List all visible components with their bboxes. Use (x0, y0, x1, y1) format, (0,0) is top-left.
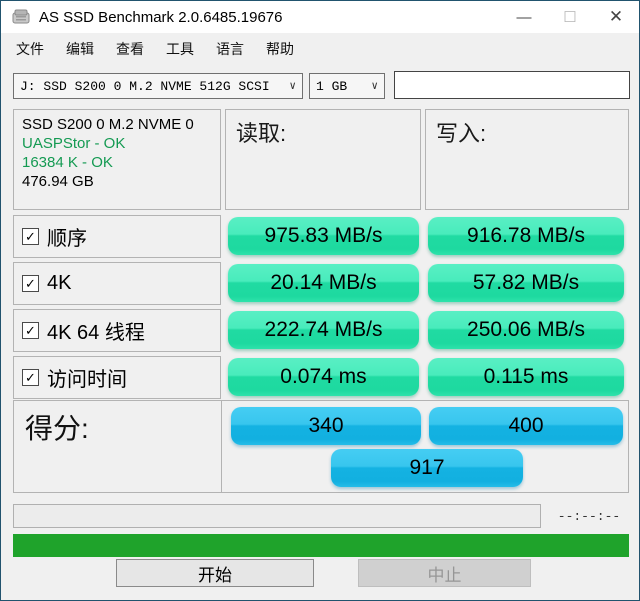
test-size-value: 1 GB (316, 78, 348, 94)
read-column-header: 读取: (225, 109, 421, 210)
title-bar: AS SSD Benchmark 2.0.6485.19676 — ☐ ✕ (1, 1, 639, 33)
checkbox-4k64[interactable]: ✓ (22, 322, 39, 339)
driver-status: UASPStor - OK (22, 135, 126, 152)
test-label-4k: 4K (47, 272, 72, 294)
start-button[interactable]: 开始 (116, 559, 314, 587)
test-size-select[interactable]: 1 GB ∨ (309, 73, 385, 99)
minimize-icon[interactable]: — (516, 8, 532, 26)
result-4k64-write: 250.06 MB/s (428, 311, 624, 349)
test-row-4k64: ✓ 4K 64 线程 (13, 309, 221, 352)
result-4k-write: 57.82 MB/s (428, 264, 624, 302)
result-seq-read: 975.83 MB/s (228, 217, 419, 255)
checkbox-access[interactable]: ✓ (22, 369, 39, 386)
window-controls: — ☐ ✕ (501, 1, 639, 33)
score-total: 917 (331, 449, 523, 487)
drive-info-panel: SSD S200 0 M.2 NVME 0 UASPStor - OK 1638… (13, 109, 221, 210)
result-access-read: 0.074 ms (228, 358, 419, 396)
result-4k64-read: 222.74 MB/s (228, 311, 419, 349)
checkbox-seq[interactable]: ✓ (22, 228, 39, 245)
abort-button[interactable]: 中止 (358, 559, 531, 587)
chevron-down-icon: ∨ (371, 81, 378, 93)
menu-item-file[interactable]: 文件 (16, 41, 44, 57)
elapsed-timer: --:--:-- (557, 509, 621, 524)
chevron-down-icon: ∨ (289, 81, 296, 93)
menu-item-view[interactable]: 查看 (116, 41, 144, 57)
score-label: 得分: (25, 413, 89, 444)
test-label-access: 访问时间 (47, 369, 127, 391)
score-divider (221, 400, 222, 493)
drive-capacity: 476.94 GB (22, 173, 94, 190)
ssd-drive-icon (11, 8, 31, 26)
test-row-seq: ✓ 顺序 (13, 215, 221, 258)
checkbox-4k[interactable]: ✓ (22, 275, 39, 292)
result-4k-read: 20.14 MB/s (228, 264, 419, 302)
maximize-icon[interactable]: ☐ (563, 9, 577, 26)
alignment-status: 16384 K - OK (22, 154, 113, 171)
score-read: 340 (231, 407, 421, 445)
menu-bar: 文件 编辑 查看 工具 语言 帮助 (1, 35, 639, 63)
test-label-4k64: 4K 64 线程 (47, 322, 145, 344)
test-row-4k: ✓ 4K (13, 262, 221, 305)
write-column-header: 写入: (425, 109, 629, 210)
window-title: AS SSD Benchmark 2.0.6485.19676 (39, 8, 283, 26)
drive-select-value: J: SSD S200 0 M.2 NVME 512G SCSI (20, 78, 270, 94)
score-write: 400 (429, 407, 623, 445)
test-row-access: ✓ 访问时间 (13, 356, 221, 399)
menu-item-help[interactable]: 帮助 (266, 41, 294, 57)
result-seq-write: 916.78 MB/s (428, 217, 624, 255)
close-icon[interactable]: ✕ (608, 7, 624, 26)
status-message-box (13, 504, 541, 528)
menu-item-language[interactable]: 语言 (216, 41, 244, 57)
menu-item-edit[interactable]: 编辑 (66, 41, 94, 57)
drive-name: SSD S200 0 M.2 NVME 0 (22, 116, 194, 133)
drive-select[interactable]: J: SSD S200 0 M.2 NVME 512G SCSI ∨ (13, 73, 303, 99)
menu-item-tools[interactable]: 工具 (166, 41, 194, 57)
progress-bar (13, 534, 629, 557)
comment-input[interactable] (394, 71, 630, 99)
test-label-seq: 顺序 (47, 228, 87, 250)
result-access-write: 0.115 ms (428, 358, 624, 396)
